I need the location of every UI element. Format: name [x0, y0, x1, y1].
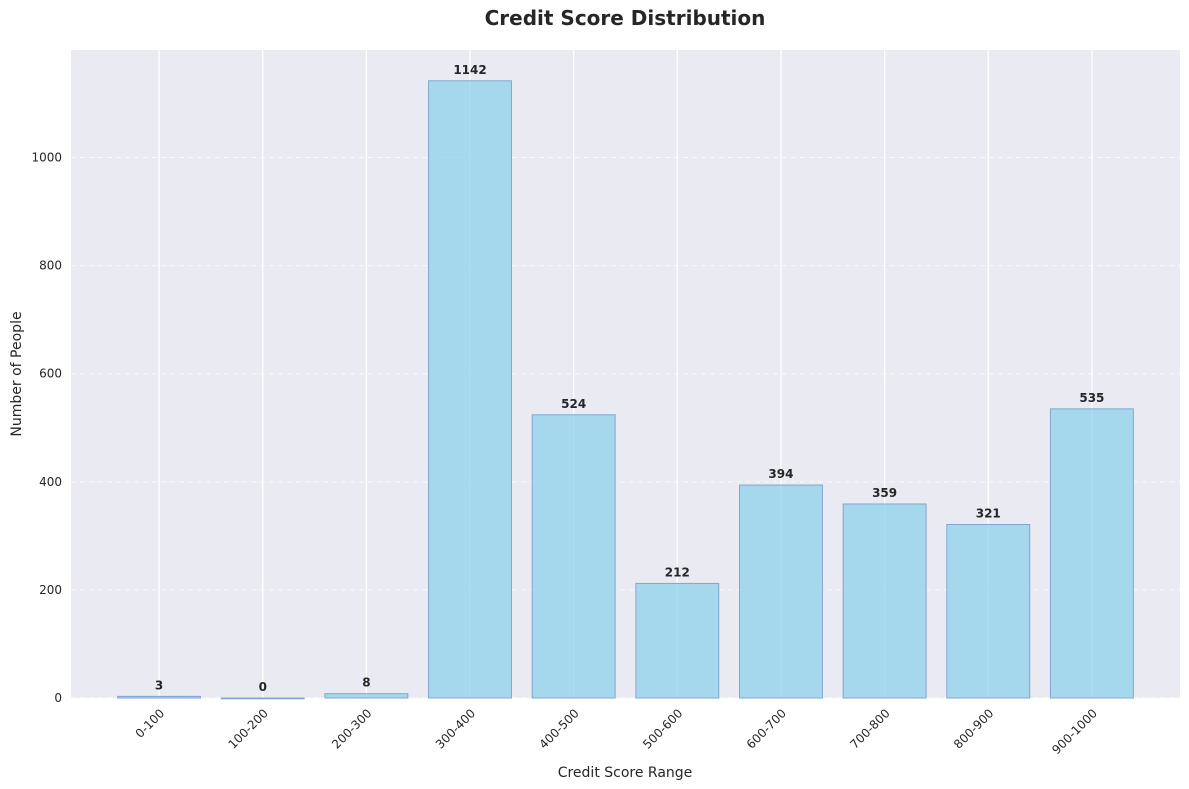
bar-value-label: 1142 — [453, 63, 486, 77]
y-tick-labels: 0 200 400 600 800 1000 — [31, 151, 62, 705]
bar — [635, 582, 720, 699]
bar-value-label: 0 — [259, 680, 267, 694]
y-axis-label: Number of People — [9, 311, 25, 436]
x-tick-label: 0-100 — [133, 706, 168, 741]
bar — [220, 697, 305, 700]
y-tick-label: 800 — [39, 259, 62, 273]
x-axis-label: Credit Score Range — [558, 765, 693, 781]
bar-value-label: 8 — [362, 676, 370, 690]
y-tick-label: 0 — [54, 691, 62, 705]
bar — [531, 414, 616, 699]
bar — [946, 524, 1031, 699]
bar — [1049, 408, 1134, 699]
y-tick-label: 600 — [39, 367, 62, 381]
bar — [324, 693, 409, 699]
chart-title: Credit Score Distribution — [485, 6, 766, 30]
x-tick-label: 200-300 — [329, 706, 374, 751]
bar — [117, 695, 202, 699]
value-labels-layer: 3 0 8 1142 524 212 394 359 321 535 — [155, 63, 1105, 694]
x-tick-label: 700-800 — [847, 706, 892, 751]
bar-value-label: 535 — [1079, 391, 1104, 405]
x-tick-label: 900-1000 — [1049, 706, 1100, 757]
x-tick-label: 400-500 — [536, 706, 581, 751]
x-tick-label: 100-200 — [226, 706, 271, 751]
bar — [739, 484, 823, 699]
x-tick-label: 300-400 — [433, 706, 478, 751]
y-tick-label: 400 — [39, 475, 62, 489]
y-tick-label: 200 — [39, 583, 62, 597]
bar — [428, 80, 512, 699]
x-tick-labels: 0-100 100-200 200-300 300-400 400-500 500-600… — [133, 706, 1100, 757]
bar-value-label: 321 — [976, 507, 1001, 521]
bar-value-label: 212 — [665, 565, 690, 579]
bars-layer — [117, 80, 1134, 700]
x-tick-label: 500-600 — [640, 706, 685, 751]
bar-value-label: 359 — [872, 486, 897, 500]
y-tick-label: 1000 — [31, 151, 62, 165]
x-tick-label: 800-900 — [951, 706, 996, 751]
x-tick-label: 600-700 — [744, 706, 789, 751]
bar — [842, 503, 927, 699]
bar-value-label: 3 — [155, 678, 163, 692]
bar-value-label: 394 — [768, 467, 793, 481]
bar-value-label: 524 — [561, 397, 586, 411]
